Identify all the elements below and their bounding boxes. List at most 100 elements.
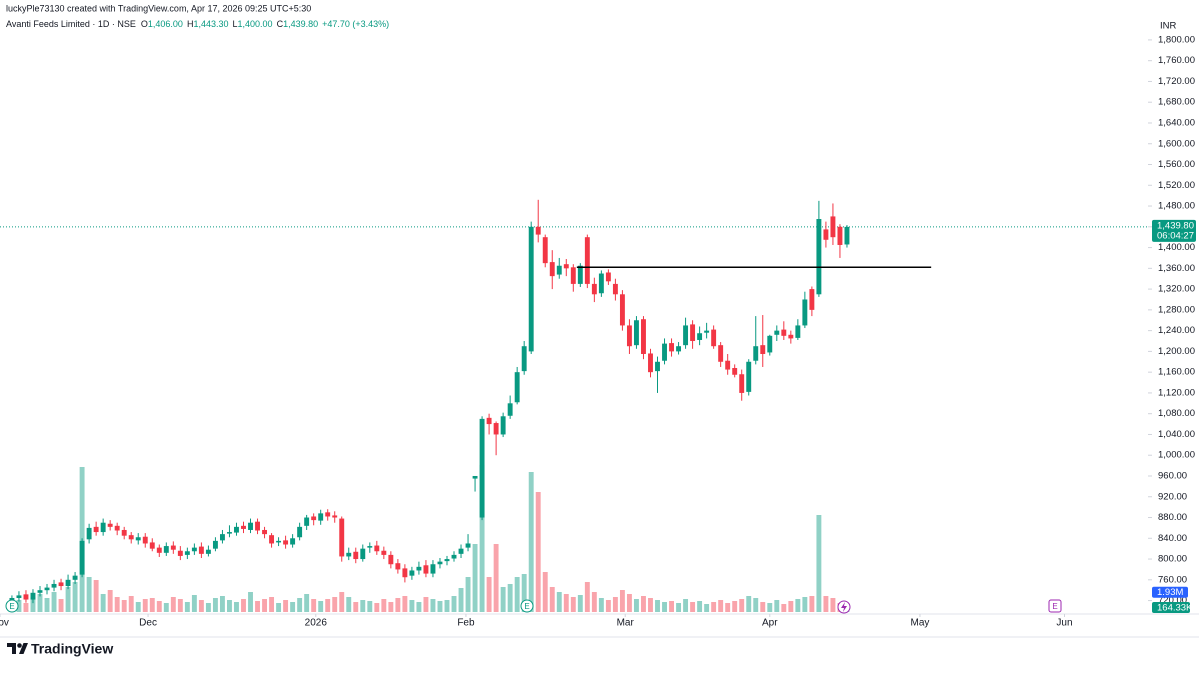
- volume-bar: [290, 602, 296, 612]
- x-tick-label: Feb: [457, 618, 475, 629]
- candle-body: [72, 575, 78, 580]
- volume-bar: [65, 587, 71, 612]
- earnings-marker[interactable]: E: [1048, 599, 1062, 613]
- x-tick-label: Jun: [1056, 618, 1072, 629]
- volume-bar: [619, 590, 625, 612]
- volume-bar: [479, 465, 485, 612]
- attribution: luckyPle73130 created with TradingView.c…: [6, 3, 311, 13]
- candle-body: [395, 563, 401, 570]
- candle-body: [563, 264, 569, 269]
- volume-bar: [205, 603, 211, 612]
- volume-bar: [44, 598, 50, 612]
- candle-body: [809, 289, 815, 310]
- volume-bar: [297, 598, 303, 612]
- y-tick-label: 1,000.00: [1158, 450, 1195, 461]
- candle-body: [423, 565, 429, 574]
- candle-body: [816, 219, 822, 295]
- volume-bar: [598, 598, 604, 612]
- candle-body: [676, 346, 682, 352]
- volume-bar: [86, 577, 92, 612]
- volume-bar: [577, 595, 583, 612]
- volume-bar: [149, 598, 155, 612]
- y-tick-label: 1,520.00: [1158, 180, 1195, 191]
- volume-bar: [346, 597, 352, 612]
- volume-bar: [662, 602, 667, 612]
- candle-body: [79, 540, 85, 575]
- candle-body: [227, 532, 232, 534]
- volume-bar: [697, 601, 703, 612]
- volume-bar: [612, 597, 618, 612]
- earnings-marker[interactable]: E: [520, 599, 534, 613]
- candle-body: [753, 346, 759, 361]
- volume-bar: [465, 577, 471, 612]
- change: +47.70 (+3.43%): [322, 19, 389, 29]
- candle-body: [44, 587, 50, 591]
- candle-body: [30, 592, 36, 600]
- candle-body: [402, 568, 408, 578]
- volume-bar: [795, 599, 801, 612]
- x-tick-label: May: [910, 618, 929, 629]
- ohlc-key: L: [233, 19, 238, 29]
- candle-body: [163, 546, 169, 553]
- candle-body: [669, 343, 674, 352]
- volume-bar: [535, 492, 541, 612]
- brand-name: TradingView: [31, 641, 113, 657]
- volume-bar: [283, 600, 289, 612]
- volume-bar: [212, 598, 218, 612]
- ohlc-value: 1,443.30: [193, 19, 228, 29]
- candle-body: [269, 535, 275, 544]
- volume-bar: [58, 599, 64, 612]
- candle-body: [156, 547, 162, 553]
- volume-bar: [409, 600, 415, 612]
- candle-body: [318, 513, 324, 521]
- dividend-marker[interactable]: [837, 600, 851, 614]
- volume-bar: [184, 602, 190, 612]
- volume-bar: [830, 598, 836, 612]
- candle-body: [290, 538, 296, 545]
- candle-body: [711, 329, 717, 347]
- y-tick-label: 1,320.00: [1158, 284, 1195, 295]
- volume-bar: [472, 544, 478, 612]
- x-tick-label: Nov: [0, 618, 9, 629]
- candle-body: [198, 546, 204, 554]
- volume-bar: [788, 601, 794, 612]
- y-tick-label: 840.00: [1158, 533, 1187, 544]
- candle-body: [177, 550, 183, 556]
- volume-ma-badge: [1152, 586, 1188, 598]
- candle-body: [114, 525, 120, 531]
- volume-bar: [16, 600, 22, 612]
- candle-body: [619, 294, 625, 326]
- y-tick-label: 1,280.00: [1158, 304, 1195, 315]
- y-tick-label: 1,560.00: [1158, 159, 1195, 170]
- earnings-marker[interactable]: E: [5, 599, 19, 613]
- y-tick-label: 760.00: [1158, 574, 1187, 585]
- candle-body: [367, 546, 373, 548]
- volume-bar: [177, 599, 183, 612]
- candle-body: [591, 283, 597, 295]
- volume-label: 164.33K: [1157, 603, 1193, 614]
- candle-body: [381, 550, 387, 555]
- ohlc-value: 1,406.00: [148, 19, 183, 29]
- volume-bar: [760, 602, 766, 612]
- symbol: Avanti Feeds Limited · 1D · NSE: [6, 19, 136, 29]
- volume-bar: [641, 596, 646, 612]
- candle-body: [514, 372, 520, 403]
- ohlc-legend: Avanti Feeds Limited · 1D · NSE O1,406.00…: [6, 19, 389, 29]
- candle-body: [521, 346, 527, 372]
- volume-bar: [690, 602, 696, 612]
- candle-body: [311, 516, 317, 521]
- volume-bar: [767, 603, 773, 612]
- candle-body: [360, 548, 366, 560]
- volume-bar: [732, 601, 738, 612]
- volume-bar: [121, 600, 127, 612]
- y-tick-label: 960.00: [1158, 471, 1187, 482]
- volume-bar: [633, 599, 639, 612]
- candle-body: [690, 324, 696, 342]
- candle-body: [212, 540, 218, 549]
- y-tick-label: 1,400.00: [1158, 242, 1195, 253]
- candle-body: [598, 273, 604, 294]
- volume-bar: [374, 603, 380, 612]
- candle-body: [325, 512, 331, 517]
- volume-bar: [528, 472, 534, 612]
- volume-bar: [360, 600, 366, 612]
